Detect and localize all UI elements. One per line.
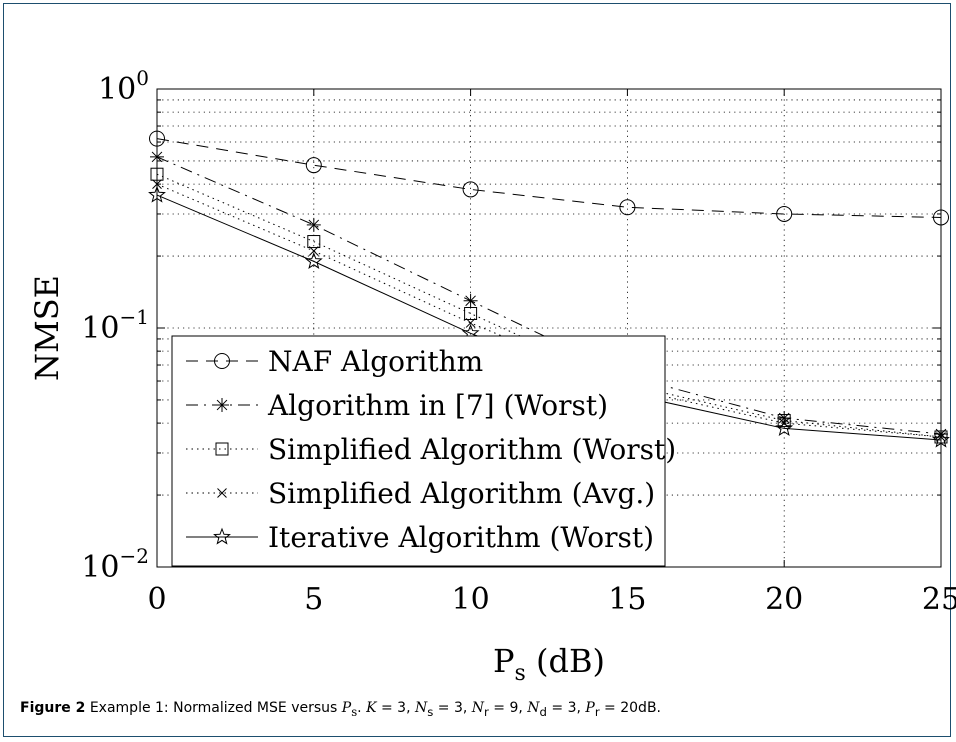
x-tick-label: 25 <box>922 582 956 617</box>
marker-star-stroke <box>151 151 163 163</box>
y-tick-label: 100 <box>98 66 149 107</box>
data-point-3-0 <box>152 179 162 189</box>
marker-star-stroke <box>465 295 476 307</box>
marker-circle <box>462 181 479 198</box>
marker-square <box>215 442 229 456</box>
legend-label-1: Algorithm in [7] (Worst) <box>267 389 608 422</box>
data-point-0-2 <box>462 181 479 198</box>
data-point-0-1 <box>305 157 322 174</box>
legend-marker-4 <box>213 527 231 545</box>
x-tick-label: 20 <box>765 582 803 617</box>
data-point-2-1 <box>307 235 321 249</box>
marker-circle <box>619 199 636 216</box>
marker-x-stroke <box>936 432 946 442</box>
data-point-1-0 <box>150 149 164 164</box>
legend-label-3: Simplified Algorithm (Avg.) <box>268 477 655 510</box>
series-line-3 <box>156 183 942 438</box>
marker-circle <box>214 353 230 369</box>
data-point-1-2 <box>463 293 478 308</box>
data-point-2-0 <box>150 167 164 181</box>
marker-star-stroke <box>216 399 228 411</box>
caption-label: Figure 2 <box>20 700 86 716</box>
axis-labels: NMSE Ps (dB) <box>28 275 605 686</box>
x-tick-label: 5 <box>304 582 323 617</box>
legend-label-4: Iterative Algorithm (Worst) <box>268 521 654 554</box>
x-tick-label: 0 <box>147 582 166 617</box>
data-point-0-0 <box>149 130 165 147</box>
legend-marker-2 <box>215 442 229 456</box>
data-point-4-4 <box>775 419 794 437</box>
y-tick-label: 10−2 <box>81 544 149 585</box>
data-point-1-5 <box>934 427 948 442</box>
marker-pentagram <box>213 527 231 545</box>
marker-square <box>777 414 791 428</box>
legend-marker-1 <box>215 398 229 412</box>
y-tick-label: 10−1 <box>81 305 149 346</box>
data-point-2-4 <box>777 414 791 428</box>
marker-circle <box>305 157 322 174</box>
data-point-0-5 <box>933 209 949 226</box>
marker-pentagram <box>775 419 794 437</box>
data-point-3-1 <box>308 246 319 256</box>
legend-marker-0 <box>214 353 230 369</box>
data-point-1-1 <box>306 217 321 232</box>
series-line-1 <box>156 156 942 435</box>
data-point-0-3 <box>619 199 636 216</box>
marker-star-stroke <box>308 219 320 231</box>
legend-box <box>171 335 666 567</box>
y-axis-label: NMSE <box>28 275 66 381</box>
marker-x-stroke <box>308 246 319 256</box>
legend-label-2: Simplified Algorithm (Worst) <box>268 433 676 466</box>
data-point-3-5 <box>936 432 946 442</box>
x-tick-label: 10 <box>452 582 490 617</box>
marker-square <box>150 167 164 181</box>
data-point-3-2 <box>465 318 476 328</box>
x-tick-label: 15 <box>608 582 646 617</box>
series-line-0 <box>156 138 942 218</box>
axis-ticks: 0 5 10 15 20 25 100 10−1 10−2 <box>81 66 956 617</box>
marker-circle <box>933 209 949 226</box>
marker-pentagram <box>304 251 323 269</box>
marker-pentagram <box>148 185 166 203</box>
legend: NAF Algorithm Algorithm in [7] (Worst) Sim… <box>171 335 676 567</box>
data-point-2-2 <box>464 306 478 320</box>
marker-circle <box>149 130 165 147</box>
figure-caption: Figure 2 Example 1: Normalized MSE versu… <box>20 700 940 719</box>
marker-x-stroke <box>217 488 227 498</box>
data-point-4-1 <box>304 251 323 269</box>
caption-text: Example 1: Normalized MSE versus Ps. K =… <box>89 700 661 719</box>
data-point-4-0 <box>148 185 166 203</box>
marker-x-stroke <box>152 179 162 189</box>
legend-label-0: NAF Algorithm <box>268 345 483 378</box>
marker-pentagram <box>932 430 950 448</box>
legend-marker-3 <box>217 488 227 498</box>
marker-square <box>307 235 321 249</box>
data-point-4-5 <box>932 430 950 448</box>
data-point-0-4 <box>776 205 793 222</box>
marker-square <box>464 306 478 320</box>
x-axis-label: Ps (dB) <box>493 642 605 686</box>
marker-x-stroke <box>465 318 476 328</box>
marker-circle <box>776 205 793 222</box>
